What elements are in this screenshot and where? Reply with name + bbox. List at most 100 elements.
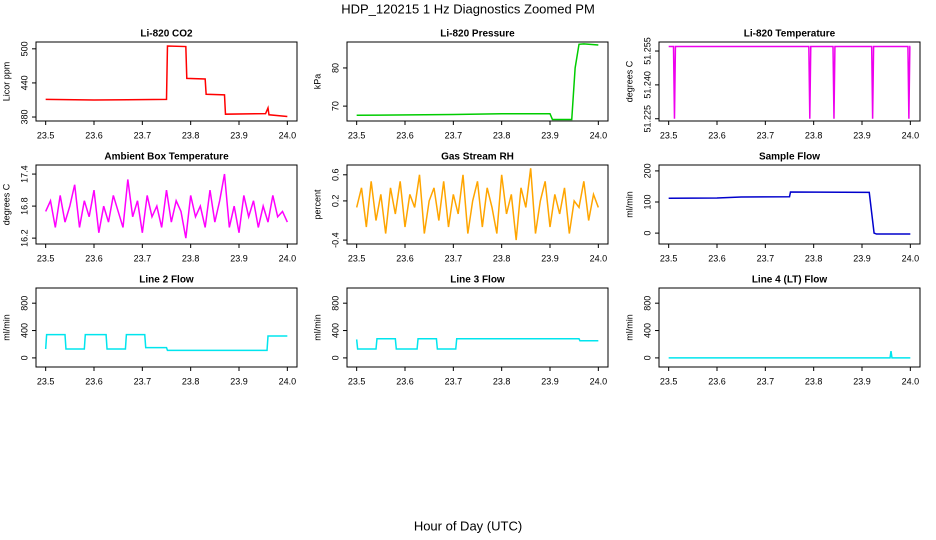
y-tick-label: 800 bbox=[642, 296, 652, 311]
x-axis-label: Hour of Day (UTC) bbox=[414, 518, 522, 533]
y-tick-label: 70 bbox=[330, 101, 340, 111]
data-line bbox=[44, 333, 288, 352]
panel-title: Line 2 Flow bbox=[139, 275, 194, 286]
x-tick-label: 24.0 bbox=[279, 376, 297, 386]
x-tick-label: 23.9 bbox=[541, 253, 559, 263]
x-tick-label: 23.9 bbox=[853, 376, 871, 386]
x-tick-label: 23.8 bbox=[493, 130, 511, 140]
y-axis-label: Licor ppm bbox=[1, 62, 11, 102]
plot-frame bbox=[346, 41, 609, 122]
x-tick-label: 23.7 bbox=[445, 130, 463, 140]
x-tick-label: 24.0 bbox=[279, 130, 297, 140]
y-axis-label: degrees C bbox=[624, 60, 634, 102]
x-tick-label: 24.0 bbox=[902, 253, 920, 263]
y-tick-label: 440 bbox=[19, 75, 29, 90]
x-tick-label: 24.0 bbox=[590, 253, 608, 263]
plot-frame bbox=[658, 287, 921, 368]
x-tick-label: 23.7 bbox=[134, 376, 152, 386]
x-tick-label: 23.5 bbox=[348, 130, 366, 140]
x-tick-label: 24.0 bbox=[279, 253, 297, 263]
panel-title: Ambient Box Temperature bbox=[104, 152, 229, 163]
y-tick-label: 0 bbox=[19, 355, 29, 360]
y-tick-label: 0.6 bbox=[330, 169, 340, 182]
y-tick-label: 400 bbox=[19, 323, 29, 338]
x-tick-label: 23.5 bbox=[348, 253, 366, 263]
y-axis-label: percent bbox=[312, 189, 322, 220]
x-tick-label: 23.8 bbox=[493, 376, 511, 386]
x-tick-label: 24.0 bbox=[590, 376, 608, 386]
x-tick-label: 23.6 bbox=[708, 130, 726, 140]
x-tick-label: 23.5 bbox=[348, 376, 366, 386]
x-tick-label: 24.0 bbox=[590, 130, 608, 140]
y-tick-label: 0 bbox=[330, 355, 340, 360]
x-tick-label: 23.7 bbox=[134, 130, 152, 140]
y-tick-label: 200 bbox=[642, 163, 652, 178]
x-tick-label: 23.6 bbox=[708, 376, 726, 386]
x-tick-label: 23.9 bbox=[541, 376, 559, 386]
panel-title: Li-820 Temperature bbox=[744, 29, 836, 40]
x-tick-label: 23.9 bbox=[541, 130, 559, 140]
x-tick-label: 23.7 bbox=[445, 376, 463, 386]
x-tick-label: 23.6 bbox=[396, 376, 414, 386]
y-tick-label: 0 bbox=[642, 355, 652, 360]
x-tick-label: 23.8 bbox=[805, 253, 823, 263]
y-tick-label: 51.225 bbox=[642, 105, 652, 133]
y-tick-label: -0.4 bbox=[330, 232, 340, 248]
x-tick-label: 23.7 bbox=[134, 253, 152, 263]
x-tick-label: 23.5 bbox=[660, 376, 678, 386]
data-line bbox=[668, 191, 911, 235]
y-tick-label: 16.2 bbox=[19, 229, 29, 247]
panel-title: Li-820 Pressure bbox=[440, 29, 515, 40]
y-tick-label: 80 bbox=[330, 63, 340, 73]
y-axis-label: ml/min bbox=[312, 314, 322, 341]
y-tick-label: 51.255 bbox=[642, 37, 652, 65]
data-line bbox=[668, 350, 911, 359]
x-tick-label: 23.9 bbox=[230, 376, 248, 386]
x-tick-label: 23.8 bbox=[805, 376, 823, 386]
x-tick-label: 23.6 bbox=[396, 130, 414, 140]
y-tick-label: 17.4 bbox=[19, 165, 29, 183]
x-tick-label: 23.5 bbox=[660, 253, 678, 263]
plot-frame bbox=[658, 164, 921, 245]
plot-frame bbox=[35, 41, 298, 122]
plot-frame bbox=[346, 164, 609, 245]
y-axis-label: degrees C bbox=[1, 183, 11, 225]
plot-frame bbox=[35, 287, 298, 368]
y-tick-label: 500 bbox=[19, 41, 29, 56]
x-tick-label: 23.8 bbox=[805, 130, 823, 140]
y-axis-label: ml/min bbox=[624, 191, 634, 218]
panel-title: Sample Flow bbox=[759, 152, 820, 163]
x-tick-label: 23.6 bbox=[85, 376, 103, 386]
y-tick-label: 800 bbox=[330, 296, 340, 311]
x-tick-label: 24.0 bbox=[902, 130, 920, 140]
y-axis-label: ml/min bbox=[1, 314, 11, 341]
y-tick-label: 16.8 bbox=[19, 197, 29, 215]
x-tick-label: 23.5 bbox=[37, 130, 55, 140]
x-tick-label: 23.7 bbox=[757, 130, 775, 140]
x-tick-label: 23.7 bbox=[757, 253, 775, 263]
x-tick-label: 23.7 bbox=[757, 376, 775, 386]
y-tick-label: 51.240 bbox=[642, 71, 652, 99]
y-tick-label: 400 bbox=[330, 323, 340, 338]
x-tick-label: 23.7 bbox=[445, 253, 463, 263]
panel-title: Gas Stream RH bbox=[441, 152, 514, 163]
x-tick-label: 23.6 bbox=[85, 130, 103, 140]
page-title: HDP_120215 1 Hz Diagnostics Zoomed PM bbox=[341, 1, 595, 16]
x-tick-label: 23.8 bbox=[493, 253, 511, 263]
y-tick-label: 100 bbox=[642, 194, 652, 209]
plot-frame bbox=[35, 164, 298, 245]
y-axis-label: kPa bbox=[312, 74, 322, 90]
panel-title: Li-820 CO2 bbox=[140, 29, 193, 40]
x-tick-label: 23.9 bbox=[853, 253, 871, 263]
x-tick-label: 23.8 bbox=[182, 376, 200, 386]
data-line bbox=[44, 173, 289, 239]
x-tick-label: 24.0 bbox=[902, 376, 920, 386]
data-line bbox=[668, 45, 911, 119]
y-tick-label: 0.2 bbox=[330, 195, 340, 208]
x-tick-label: 23.6 bbox=[708, 253, 726, 263]
x-tick-label: 23.9 bbox=[230, 130, 248, 140]
plot-frame bbox=[658, 41, 921, 122]
x-tick-label: 23.6 bbox=[396, 253, 414, 263]
x-tick-label: 23.8 bbox=[182, 253, 200, 263]
